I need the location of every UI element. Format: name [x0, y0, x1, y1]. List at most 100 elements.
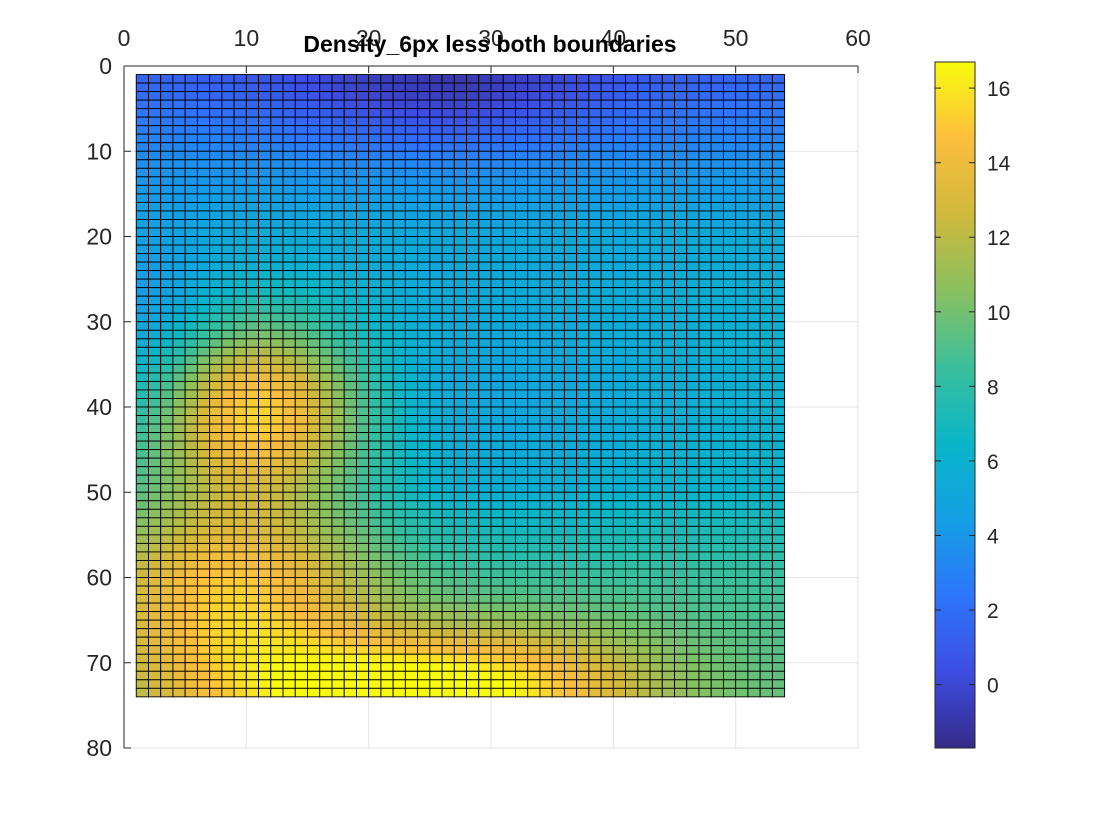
heatmap-cell: [319, 82, 333, 93]
heatmap-cell: [184, 398, 198, 408]
heatmap-cell: [759, 99, 773, 110]
heatmap-cell: [355, 687, 370, 698]
heatmap-cell: [209, 363, 223, 374]
heatmap-cell: [307, 542, 321, 553]
heatmap-cell: [674, 346, 688, 357]
heatmap-cell: [674, 636, 688, 647]
heatmap-cell: [612, 389, 627, 399]
heatmap-cell: [698, 244, 712, 255]
heatmap-cell: [527, 278, 541, 289]
heatmap-cell: [612, 483, 627, 493]
heatmap-cell: [502, 116, 516, 127]
heatmap-cell: [600, 363, 614, 374]
heatmap-cell: [441, 628, 455, 638]
heatmap-cell: [245, 542, 260, 553]
heatmap-cell: [258, 662, 272, 672]
heatmap-cell: [270, 210, 284, 220]
heatmap-cell: [649, 551, 663, 561]
heatmap-cell: [625, 602, 639, 613]
heatmap-cell: [600, 525, 614, 536]
heatmap-cell: [539, 508, 553, 519]
heatmap-cell: [160, 176, 174, 186]
heatmap-cell: [588, 679, 602, 689]
heatmap-cell: [172, 560, 186, 570]
heatmap-cell: [649, 184, 663, 195]
heatmap-cell: [368, 329, 382, 340]
heatmap-cell: [233, 687, 247, 698]
heatmap-cell: [527, 500, 541, 510]
heatmap-cell: [771, 201, 786, 212]
heatmap-cell: [184, 201, 198, 212]
heatmap-cell: [404, 346, 419, 357]
heatmap-cell: [380, 611, 394, 621]
heatmap-cell: [698, 329, 712, 340]
heatmap-cell: [368, 82, 382, 93]
heatmap-cell: [392, 449, 406, 459]
heatmap-cell: [710, 534, 724, 544]
heatmap-cell: [196, 466, 211, 476]
heatmap-cell: [478, 611, 492, 621]
heatmap-cell: [343, 406, 357, 416]
heatmap-cell: [380, 500, 394, 510]
heatmap-cell: [771, 679, 786, 689]
heatmap-cell: [478, 466, 492, 476]
heatmap-cell: [710, 577, 724, 587]
heatmap-cell: [588, 176, 602, 186]
heatmap-cell: [417, 261, 431, 272]
heatmap-cell: [282, 594, 296, 604]
heatmap-cell: [270, 363, 284, 374]
heatmap-cell: [368, 244, 382, 255]
heatmap-cell: [637, 568, 651, 578]
heatmap-cell: [245, 346, 260, 357]
heatmap-cell: [245, 304, 260, 314]
heatmap-cell: [343, 227, 357, 237]
heatmap-cell: [196, 287, 211, 297]
heatmap-cell: [441, 551, 455, 561]
heatmap-cell: [453, 483, 467, 493]
heatmap-cell: [466, 270, 480, 280]
heatmap-cell: [490, 201, 504, 212]
heatmap-cell: [466, 363, 480, 374]
heatmap-cell: [355, 142, 370, 152]
heatmap-cell: [490, 133, 504, 144]
heatmap-cell: [270, 74, 284, 84]
heatmap-cell: [735, 645, 749, 655]
heatmap-cell: [722, 432, 737, 442]
heatmap-cell: [612, 218, 627, 229]
heatmap-cell: [466, 184, 480, 195]
heatmap-cell: [674, 551, 688, 561]
heatmap-cell: [233, 653, 247, 664]
heatmap-cell: [404, 108, 419, 118]
heatmap-cell: [698, 184, 712, 195]
heatmap-cell: [478, 406, 492, 416]
heatmap-cell: [759, 287, 773, 297]
heatmap-cell: [307, 355, 321, 365]
heatmap-cell: [294, 653, 308, 664]
heatmap-cell: [209, 236, 223, 246]
heatmap-cell: [331, 116, 345, 127]
heatmap-cell: [625, 321, 639, 331]
heatmap-cell: [515, 278, 529, 289]
heatmap-cell: [392, 670, 406, 681]
heatmap-cell: [466, 679, 480, 689]
heatmap-cell: [135, 645, 149, 655]
heatmap-cell: [307, 602, 321, 613]
heatmap-cell: [233, 244, 247, 255]
heatmap-cell: [307, 91, 321, 101]
heatmap-cell: [539, 432, 553, 442]
heatmap-cell: [245, 295, 260, 306]
heatmap-cell: [282, 193, 296, 203]
heatmap-cell: [331, 363, 345, 374]
heatmap-cell: [686, 210, 700, 220]
heatmap-cell: [576, 193, 590, 203]
heatmap-cell: [294, 227, 308, 237]
heatmap-cell: [245, 645, 260, 655]
heatmap-cell: [735, 244, 749, 255]
y-tick-label: 20: [86, 224, 112, 250]
heatmap-cell: [258, 534, 272, 544]
heatmap-cell: [527, 312, 541, 323]
heatmap-cell: [759, 611, 773, 621]
heatmap-cell: [355, 304, 370, 314]
heatmap-cell: [771, 108, 786, 118]
heatmap-cell: [294, 346, 308, 357]
